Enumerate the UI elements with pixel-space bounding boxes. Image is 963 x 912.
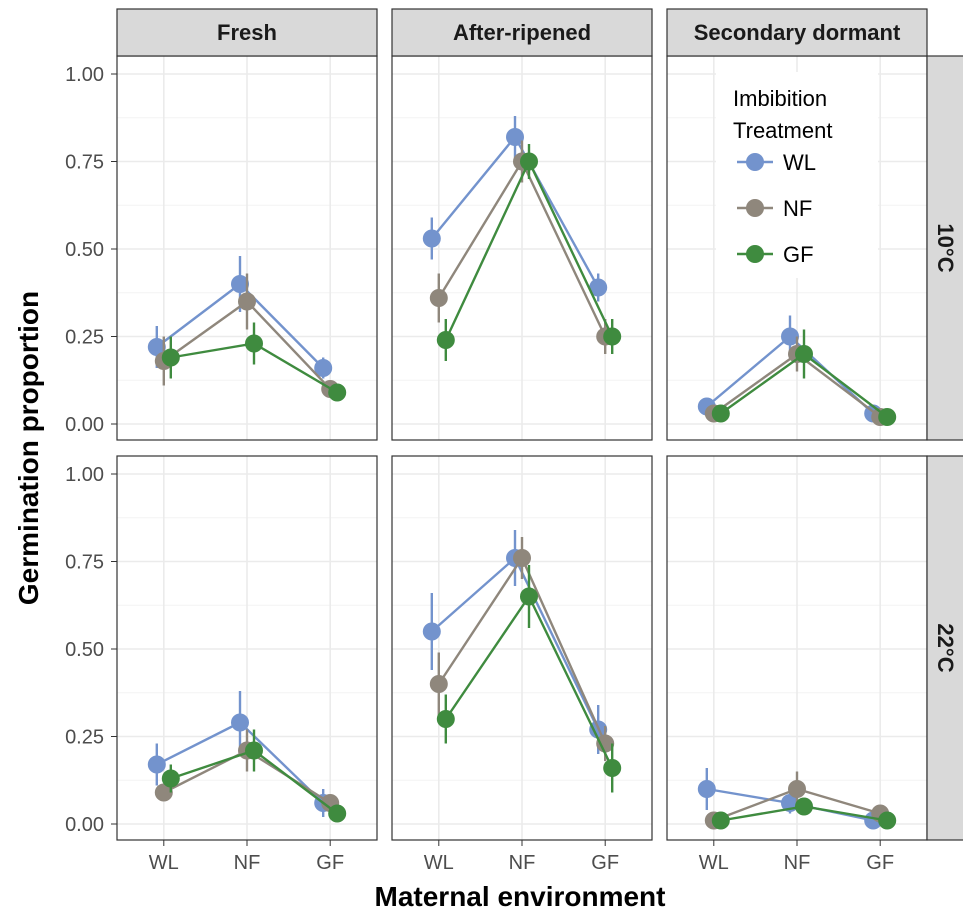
- y-tick-label: 0.25: [65, 727, 104, 749]
- data-point: [161, 348, 180, 367]
- data-point: [711, 811, 730, 830]
- row-strip: [926, 55, 963, 441]
- panel-0-1: [391, 55, 653, 441]
- data-point: [422, 622, 441, 641]
- data-point: [422, 229, 441, 248]
- series-GF: [161, 322, 347, 402]
- x-tick-label: NF: [784, 852, 811, 874]
- column-strip-label: Fresh: [217, 20, 277, 45]
- legend-label: GF: [783, 242, 814, 267]
- legend-title-line2: Treatment: [733, 118, 832, 143]
- legend-label: WL: [783, 150, 816, 175]
- y-tick-label: 1.00: [65, 64, 104, 86]
- series-GF: [161, 729, 347, 823]
- data-point: [795, 345, 813, 363]
- y-tick-label: 1.00: [65, 464, 104, 486]
- data-point: [238, 292, 256, 311]
- series-GF: [436, 565, 622, 793]
- column-strip: [116, 8, 378, 57]
- legend-key-GF: GF: [737, 242, 814, 267]
- data-point: [154, 783, 173, 802]
- data-point: [603, 327, 622, 346]
- panel-0-0: [116, 55, 378, 441]
- legend-label: NF: [783, 196, 812, 221]
- y-axis-title: Germination proportion: [13, 291, 44, 605]
- x-tick-label: GF: [866, 852, 894, 874]
- legend-title-line1: Imbibition: [733, 86, 827, 111]
- data-point: [781, 327, 799, 346]
- column-strip-label: After-ripened: [453, 20, 591, 45]
- y-tick-label: 0.25: [65, 327, 104, 349]
- y-tick-label: 0.75: [65, 152, 104, 174]
- series-NF: [429, 537, 615, 761]
- y-tick-label: 0.50: [65, 239, 104, 261]
- legend-key-point: [746, 199, 764, 217]
- legend-key-NF: NF: [737, 196, 812, 221]
- data-point: [878, 408, 897, 426]
- legend-keys: WL NF GF: [737, 150, 816, 267]
- data-point: [795, 797, 813, 816]
- data-point: [506, 128, 524, 146]
- data-point: [878, 811, 897, 830]
- data-point: [147, 338, 166, 356]
- data-point: [436, 710, 455, 728]
- series-GF: [711, 329, 897, 426]
- data-point: [161, 769, 180, 788]
- panel-1-0: [116, 455, 378, 841]
- column-strip: [391, 8, 653, 57]
- row-strip-label: 10°C: [933, 223, 958, 272]
- x-tick-label: NF: [509, 852, 536, 874]
- x-tick-label: NF: [234, 852, 261, 874]
- legend-key-point: [746, 153, 764, 171]
- series-GF: [436, 144, 622, 361]
- x-tick-label: WL: [424, 852, 454, 874]
- data-marks: [147, 116, 897, 830]
- data-point: [245, 741, 263, 760]
- x-tick-label: WL: [699, 852, 729, 874]
- data-point: [788, 780, 806, 798]
- data-point: [429, 675, 448, 693]
- x-tick-label: GF: [591, 852, 619, 874]
- y-tick-label: 0.00: [65, 814, 104, 836]
- data-point: [596, 734, 615, 753]
- legend: Imbibition Treatment WL NF GF: [716, 72, 878, 278]
- data-point: [513, 549, 531, 567]
- data-point: [328, 804, 347, 823]
- data-point: [520, 587, 538, 606]
- x-axis-title: Maternal environment: [375, 881, 666, 912]
- data-point: [697, 780, 716, 798]
- column-strip: [666, 8, 928, 57]
- y-tick-label: 0.50: [65, 639, 104, 661]
- data-point: [603, 759, 622, 777]
- legend-key-point: [746, 245, 764, 263]
- data-point: [711, 404, 730, 423]
- legend-key-WL: WL: [737, 150, 816, 175]
- x-tick-label: GF: [316, 852, 344, 874]
- legend-background: [716, 72, 878, 278]
- data-point: [520, 152, 538, 171]
- data-point: [147, 755, 166, 774]
- data-point: [436, 331, 455, 349]
- facet-strips: Fresh After-ripened Secondary dormant 10°C 2…: [116, 8, 963, 841]
- data-point: [245, 334, 263, 353]
- series-WL: [422, 116, 608, 302]
- row-strip-label: 22°C: [933, 623, 958, 672]
- column-strip-label: Secondary dormant: [694, 20, 901, 45]
- row-strip: [926, 455, 963, 841]
- data-point: [429, 289, 448, 307]
- data-point: [231, 713, 249, 732]
- data-point: [231, 275, 249, 293]
- x-tick-label: WL: [149, 852, 179, 874]
- data-point: [589, 278, 608, 297]
- data-point: [314, 359, 333, 377]
- axes-layer: 0.00 0.25 0.50 0.75 1.00 0.00 0.25 0.50 0.75 1.00…: [65, 64, 894, 874]
- y-tick-label: 0.75: [65, 552, 104, 574]
- series-GF: [711, 797, 897, 830]
- data-point: [328, 383, 347, 402]
- y-tick-label: 0.00: [65, 414, 104, 436]
